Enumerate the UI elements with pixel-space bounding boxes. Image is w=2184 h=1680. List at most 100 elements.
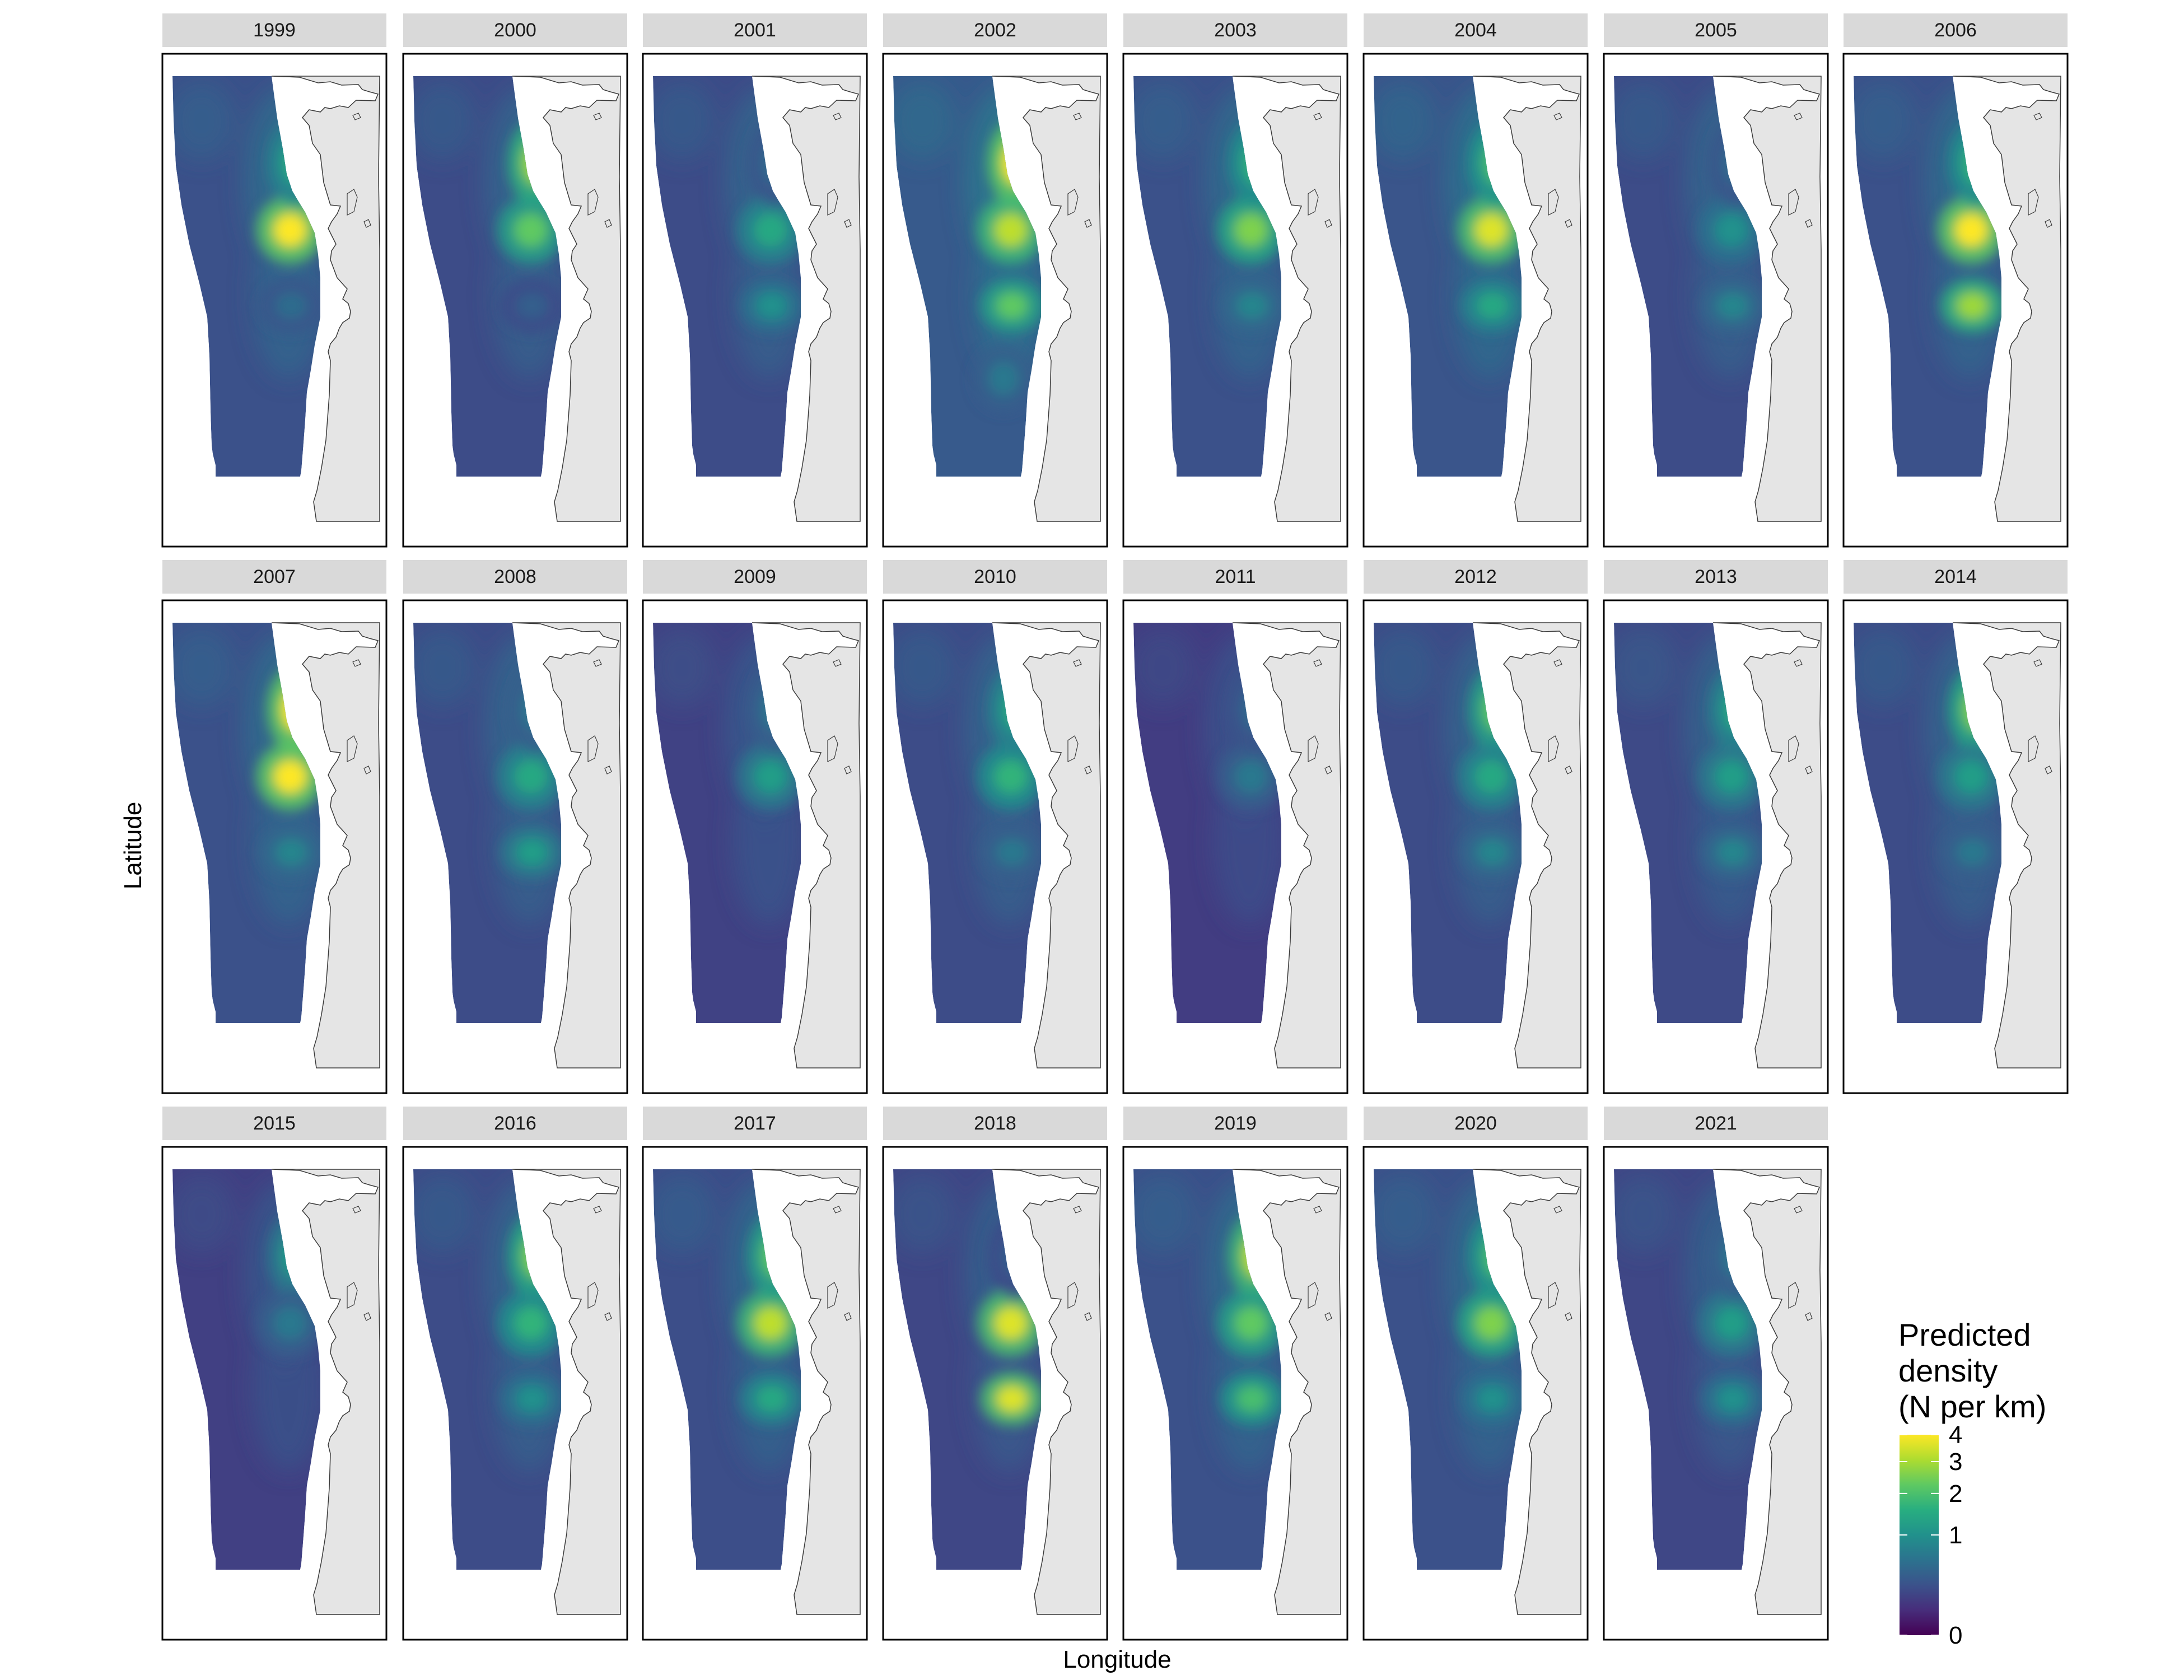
facet-strip [643,13,867,47]
facet-strip [403,13,627,47]
land-polygon [512,622,621,1068]
island-outline [587,113,612,228]
land-polygon [1952,76,2061,522]
land-polygon [1712,622,1822,1068]
facet-strip-label: 2016 [494,1113,536,1134]
island-outline [1548,113,1572,228]
island-outline [2028,659,2052,774]
hotspot-core [1956,839,1989,866]
hotspot-core [996,1385,1028,1412]
island-outline [2028,113,2052,228]
panel-border [402,599,628,1094]
facet-strip-label: 2012 [1454,566,1497,587]
island-outline [347,659,371,774]
land-polygon [1232,76,1341,522]
island-outline [347,1206,371,1321]
hotspot-core [1474,213,1508,247]
facet-strip [1604,1107,1828,1140]
facet-panels: 1999 2000 2001 2002 2003 2004 2005 2006 2007 2008… [161,13,2069,1641]
facet-strip-label: 2014 [1934,566,1977,587]
island-outline [1548,659,1572,774]
land-polygon [1472,1169,1581,1615]
island-outline [587,1206,612,1321]
panel-border [1362,599,1589,1094]
panel-border [161,599,388,1094]
facet-strip [1123,1107,1347,1140]
hotspot-core [1715,213,1748,247]
land-polygon [992,1169,1101,1615]
facet-strip [883,560,1107,594]
facet-strip [643,1107,867,1140]
legend-title-line: (N per km) [1898,1389,2046,1424]
hotspot-core [1476,1385,1509,1412]
land-polygon [992,76,1101,522]
hotspot-core [1716,1385,1749,1412]
island-outline [1548,1206,1572,1321]
hotspot-core [1474,760,1508,794]
land-polygon [752,1169,861,1615]
facet-panel-2016: 2016 [402,1107,628,1641]
facet-strip-label: 2013 [1695,566,1737,587]
panel-border [1842,53,2069,548]
facet-panel-2020: 2020 [1362,1107,1589,1641]
panel-border [1362,53,1589,548]
land-polygon [1232,1169,1341,1615]
colorbar-tick-label: 2 [1949,1480,1962,1508]
facet-strip-label: 2003 [1214,20,1257,41]
panel-border [1603,1146,1829,1641]
facet-strip [1364,560,1588,594]
facet-strip-label: 1999 [253,20,296,41]
facet-panel-2017: 2017 [642,1107,868,1641]
panel-border [1842,599,2069,1094]
island-outline [347,113,371,228]
island-outline [1308,1206,1332,1321]
island-outline [1788,113,1813,228]
panel-border [1122,1146,1348,1641]
facet-strip [1844,13,2068,47]
facet-panel-2005: 2005 [1603,13,1829,548]
facet-strip [1123,13,1347,47]
hotspot-core [1476,292,1509,319]
island-outline [1067,113,1092,228]
island-outline [1308,659,1332,774]
hotspot-core [1716,839,1749,866]
colorbar-tick-label: 3 [1949,1448,1962,1476]
land-polygon [1952,622,2061,1068]
facet-panel-2002: 2002 [882,13,1108,548]
hotspot-core [514,213,548,247]
facet-panel-2021: 2021 [1603,1107,1829,1641]
hotspot-core [996,839,1028,866]
hotspot-core [516,292,548,319]
facet-panel-2012: 2012 [1362,560,1589,1094]
facet-panel-2013: 2013 [1603,560,1829,1094]
facet-strip [1364,1107,1588,1140]
facet-strip-label: 2017 [734,1113,776,1134]
hotspot-core [1715,1306,1748,1340]
facet-panel-2008: 2008 [402,560,628,1094]
hotspot-core [754,1306,787,1340]
density-field [1614,1169,1762,1570]
hotspot-core [1476,839,1509,866]
facet-strip-label: 2005 [1695,20,1737,41]
panel-border [161,1146,388,1641]
facet-strip-label: 2008 [494,566,536,587]
facet-strip [883,1107,1107,1140]
panel-border [1122,53,1348,548]
island-outline [1788,659,1813,774]
x-axis-title: Longitude [1063,1646,1171,1673]
facet-panel-1999: 1999 [161,13,388,548]
hotspot-core [996,292,1028,319]
hotspot-core [275,292,307,319]
land-polygon [1472,622,1581,1068]
facet-panel-2009: 2009 [642,560,868,1094]
island-outline [1067,1206,1092,1321]
hotspot-core [1236,1385,1268,1412]
facet-panel-2000: 2000 [402,13,628,548]
facet-panel-2019: 2019 [1122,1107,1348,1641]
land-polygon [512,1169,621,1615]
island-outline [1308,113,1332,228]
hotspot-core [754,213,787,247]
panel-border [1603,53,1829,548]
panel-border [642,599,868,1094]
facet-strip-label: 2019 [1214,1113,1257,1134]
